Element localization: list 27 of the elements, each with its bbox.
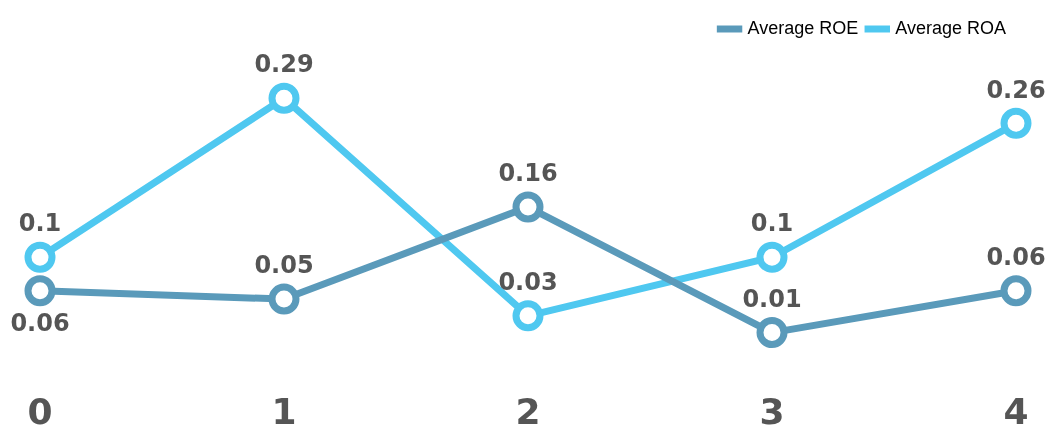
- x-tick-label: 2: [515, 390, 541, 432]
- data-label: 0.06: [986, 242, 1046, 271]
- point: [1000, 275, 1032, 307]
- data-label: 0.26: [986, 75, 1046, 104]
- data-label: 0.1: [750, 209, 794, 238]
- data-label: 0.1: [18, 209, 62, 238]
- legend-label: Average ROA: [895, 17, 1007, 38]
- point: [512, 300, 544, 332]
- data-label: 0.29: [254, 50, 314, 79]
- point: [24, 275, 56, 307]
- point: [756, 317, 788, 349]
- legend-label: Average ROE: [747, 17, 859, 38]
- data-label: 0.01: [742, 284, 802, 313]
- point: [268, 82, 300, 114]
- point: [756, 241, 788, 273]
- data-label: 0.03: [498, 268, 558, 297]
- point: [1000, 107, 1032, 139]
- x-tick-label: 1: [271, 390, 297, 432]
- x-tick-label: 3: [759, 390, 785, 432]
- data-label: 0.16: [498, 159, 558, 188]
- data-label: 0.06: [10, 308, 70, 337]
- point: [24, 241, 56, 273]
- data-label: 0.05: [254, 251, 314, 280]
- point: [268, 283, 300, 315]
- x-tick-label: 0: [27, 390, 53, 432]
- x-tick-label: 4: [1003, 390, 1029, 432]
- point: [512, 191, 544, 223]
